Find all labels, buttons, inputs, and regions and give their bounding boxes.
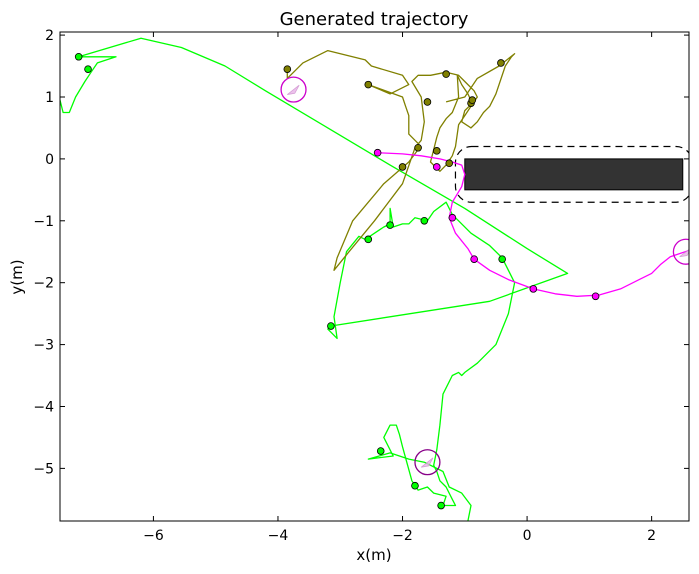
- trajectory-marker-1-4: [364, 235, 373, 244]
- trajectory-marker-1-6: [420, 216, 429, 225]
- trajectory-marker-1-10: [437, 501, 445, 510]
- agent-circle-3: [672, 238, 689, 265]
- trajectory-marker-1-9: [411, 481, 419, 490]
- y-axis-label: y(m): [8, 259, 26, 294]
- trajectory-marker-1-5: [386, 221, 394, 229]
- trajectory-marker-3-1: [373, 148, 382, 157]
- x-tick-label: 0: [523, 528, 532, 544]
- trajectory-marker-1-7: [498, 255, 506, 263]
- agent-circle-2: [414, 449, 441, 476]
- obstacle-box: [464, 158, 684, 191]
- trajectory-marker-3-4: [470, 255, 478, 263]
- trajectory-marker-2-1: [283, 65, 292, 73]
- y-tick-label: −1: [33, 214, 54, 230]
- x-tick-label: −4: [268, 528, 289, 544]
- trajectory-marker-2-10: [445, 159, 454, 168]
- trajectory-marker-2-4: [398, 163, 407, 171]
- trajectory-marker-2-8: [468, 96, 477, 104]
- agent-heading-mark-1: [287, 84, 300, 95]
- agent-circle-1: [280, 76, 307, 103]
- y-tick-label: 0: [45, 152, 54, 168]
- trajectory-marker-3-5: [529, 285, 538, 293]
- y-tick-label: 1: [45, 90, 54, 106]
- chart-title: Generated trajectory: [280, 9, 469, 30]
- y-tick-label: −4: [33, 399, 54, 415]
- x-axis-label: x(m): [356, 546, 391, 564]
- trajectory-marker-3-3: [448, 213, 457, 222]
- x-tick-label: −6: [143, 528, 164, 544]
- axis-ticks: −6 −4 −2 0 2 2 1 0 −1 −2 −3 −4 −5: [33, 28, 689, 544]
- trajectory-marker-1-8: [376, 447, 385, 455]
- trajectory-marker-1-3: [327, 322, 335, 330]
- trajectory-marker-2-11: [423, 98, 432, 106]
- y-tick-label: −2: [33, 276, 54, 292]
- y-tick-label: −3: [33, 338, 54, 354]
- trajectory-marker-2-2: [364, 80, 373, 89]
- trajectory-marker-2-6: [442, 70, 450, 78]
- trajectory-marker-3-2: [432, 163, 441, 171]
- plot-frame: [59, 31, 690, 522]
- trajectory-marker-2-9: [497, 59, 505, 67]
- trajectory-line-2: [286, 49, 516, 271]
- agent-heading-mark-2: [420, 457, 434, 468]
- x-tick-label: −2: [392, 528, 413, 544]
- trajectory-marker-3-6: [591, 292, 600, 301]
- plot-area: [60, 37, 689, 521]
- trajectory-marker-2-3: [414, 143, 422, 152]
- x-tick-label: 2: [647, 528, 656, 544]
- trajectory-marker-2-5: [432, 147, 441, 155]
- agent-heading-mark-3: [679, 248, 689, 258]
- y-tick-label: −5: [33, 461, 54, 477]
- y-tick-label: 2: [45, 28, 54, 44]
- trajectory-line-1: [60, 37, 569, 521]
- trajectory-marker-1-1: [74, 52, 83, 61]
- trajectory-marker-1-2: [84, 65, 92, 73]
- safety-region-outline: [454, 145, 689, 203]
